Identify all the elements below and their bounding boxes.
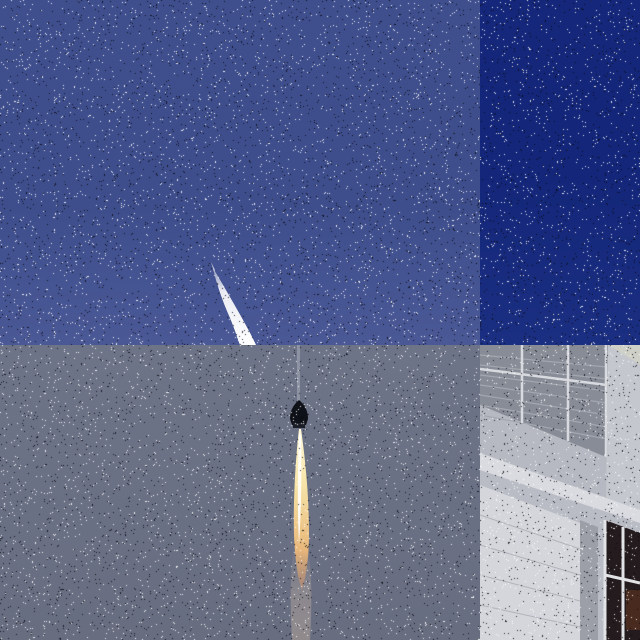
rocket-trail-scene	[211, 262, 256, 345]
deep-blue-sky-tile	[480, 0, 640, 345]
noise-overlay	[480, 0, 640, 345]
rocket-launch-scene	[290, 345, 312, 640]
window-reflection	[626, 590, 640, 630]
rocket-launch-tile	[0, 345, 480, 640]
building-facade-tile	[480, 345, 640, 640]
smoke-trail	[213, 268, 256, 345]
rocket-base	[293, 423, 305, 428]
smoke-trail-tip	[211, 262, 215, 272]
rocket-body	[290, 400, 308, 425]
launch-line	[297, 345, 300, 405]
sky-with-rocket-trail-tile	[0, 0, 480, 345]
door-frame	[580, 520, 598, 640]
facade-right	[606, 345, 640, 520]
garage-door	[480, 485, 580, 640]
building-scene	[480, 345, 640, 640]
